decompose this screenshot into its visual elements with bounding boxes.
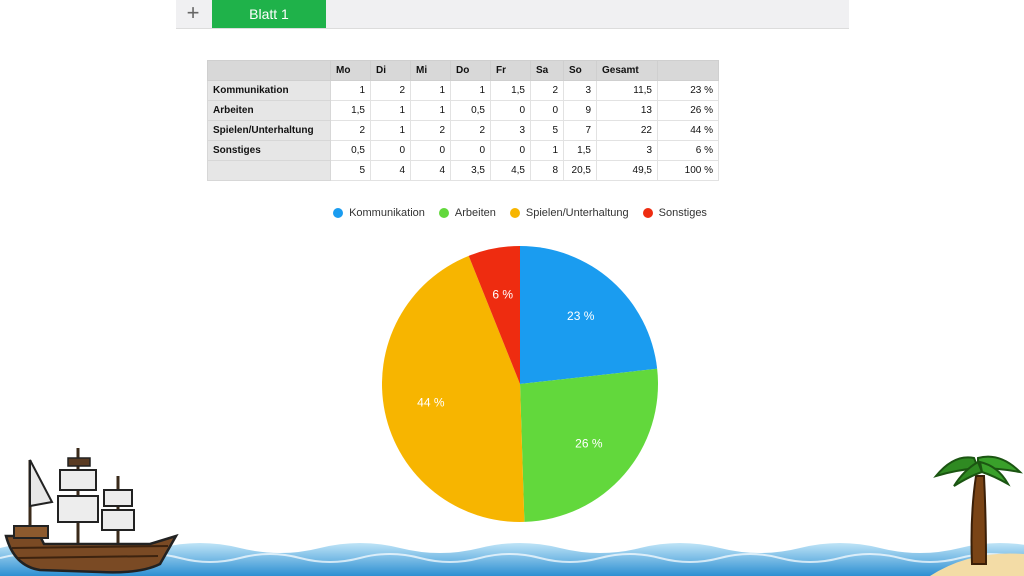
table-cell[interactable]: 0	[450, 140, 491, 161]
add-sheet-button[interactable]: +	[176, 0, 210, 28]
table-cell[interactable]: 0	[410, 140, 451, 161]
table-cell[interactable]: 2	[410, 120, 451, 141]
legend-item: Arbeiten	[438, 207, 496, 219]
sea-waves-icon	[0, 543, 1024, 576]
row-label[interactable]: Kommunikation	[207, 80, 331, 101]
table-cell[interactable]: 2	[450, 120, 491, 141]
plus-icon: +	[186, 0, 200, 25]
row-label[interactable]: Sonstiges	[207, 140, 331, 161]
table-cell[interactable]: 1	[410, 100, 451, 121]
legend-label: Arbeiten	[454, 207, 496, 219]
legend-label: Spielen/Unterhaltung	[525, 207, 629, 219]
pie-slice[interactable]	[468, 246, 520, 384]
row-label[interactable]	[207, 160, 331, 181]
table-cell[interactable]: 1	[330, 80, 371, 101]
table-row: Sonstiges 0,5 0 0 0 0 1 1,5 3 6 %	[207, 140, 719, 161]
table-cell[interactable]: 6 %	[657, 140, 719, 161]
table-cell[interactable]: 22	[596, 120, 658, 141]
legend-swatch	[333, 208, 344, 218]
legend-label: Sonstiges	[658, 207, 707, 219]
table-cell[interactable]: 0	[530, 100, 564, 121]
ship-icon	[4, 448, 179, 574]
table-body: Kommunikation 1 2 1 1 1,5 2 3 11,5 23 % Arbeiten 1,…	[207, 80, 719, 181]
column-header: Do	[450, 60, 491, 81]
table-cell[interactable]: 7	[563, 120, 597, 141]
table-cell[interactable]: 4	[410, 160, 451, 181]
table-row: Arbeiten 1,5 1 1 0,5 0 0 9 13 26 %	[207, 100, 719, 121]
table-row: 5 4 4 3,5 4,5 8 20,5 49,5 100 %	[207, 160, 719, 181]
table-cell[interactable]: 13	[596, 100, 658, 121]
table-cell[interactable]: 1	[370, 120, 411, 141]
table-row: Spielen/Unterhaltung 2 1 2 2 3 5 7 22 44 %	[207, 120, 719, 141]
table-cell[interactable]: 44 %	[657, 120, 719, 141]
table-cell[interactable]: 1,5	[563, 140, 597, 161]
table-cell[interactable]: 2	[370, 80, 411, 101]
pie-slice[interactable]	[520, 368, 658, 522]
table-cell[interactable]: 0,5	[330, 140, 371, 161]
table-cell[interactable]: 0	[490, 140, 531, 161]
column-header: Gesamt	[596, 60, 658, 81]
column-header: Sa	[530, 60, 564, 81]
table-cell[interactable]: 9	[563, 100, 597, 121]
pie-chart: 23 % 26 % 44 % 6 %	[382, 246, 658, 522]
table-cell[interactable]: 0	[370, 140, 411, 161]
legend-swatch	[642, 208, 653, 218]
palm-tree-icon	[933, 455, 1023, 565]
column-header	[207, 60, 331, 81]
column-header: So	[563, 60, 597, 81]
row-label[interactable]: Spielen/Unterhaltung	[207, 120, 331, 141]
table-cell[interactable]: 4,5	[490, 160, 531, 181]
sheet-tab-bar: + Blatt 1	[176, 0, 849, 29]
table-cell[interactable]: 1	[410, 80, 451, 101]
table-cell[interactable]: 4	[370, 160, 411, 181]
column-header: Mo	[330, 60, 371, 81]
table-cell[interactable]: 1	[370, 100, 411, 121]
header-row: Mo Di Mi Do Fr Sa So Gesamt	[207, 60, 719, 81]
table-cell[interactable]: 3	[490, 120, 531, 141]
slice-label: 23 %	[567, 309, 595, 323]
legend-item: Kommunikation	[333, 207, 425, 219]
table-cell[interactable]: 1,5	[490, 80, 531, 101]
table-cell[interactable]: 2	[530, 80, 564, 101]
slice-label: 6 %	[492, 288, 513, 302]
table-cell[interactable]: 20,5	[563, 160, 597, 181]
table-cell[interactable]: 26 %	[657, 100, 719, 121]
table-cell[interactable]: 49,5	[596, 160, 658, 181]
table-cell[interactable]: 5	[530, 120, 564, 141]
slice-label: 44 %	[417, 396, 445, 410]
table-cell[interactable]: 23 %	[657, 80, 719, 101]
chart-legend: Kommunikation Arbeiten Spielen/Unterhaltun…	[0, 207, 1024, 219]
table-cell[interactable]: 11,5	[596, 80, 658, 101]
table-cell[interactable]: 3	[563, 80, 597, 101]
table-cell[interactable]: 1	[530, 140, 564, 161]
column-header: Di	[370, 60, 411, 81]
pie-slice[interactable]	[382, 255, 525, 522]
table-row: Kommunikation 1 2 1 1 1,5 2 3 11,5 23 %	[207, 80, 719, 101]
table-cell[interactable]: 5	[330, 160, 371, 181]
sheet-tab-blatt-1[interactable]: Blatt 1	[212, 0, 326, 28]
table-cell[interactable]: 0,5	[450, 100, 491, 121]
table-cell[interactable]: 3	[596, 140, 658, 161]
row-label[interactable]: Arbeiten	[207, 100, 331, 121]
slice-label: 26 %	[575, 437, 603, 451]
data-table: Mo Di Mi Do Fr Sa So Gesamt Kommunikation 1 2 1 1 1,…	[207, 60, 719, 181]
table-cell[interactable]: 2	[330, 120, 371, 141]
table-cell[interactable]: 8	[530, 160, 564, 181]
legend-swatch	[438, 208, 449, 218]
legend-label: Kommunikation	[349, 207, 425, 219]
column-header: Fr	[490, 60, 531, 81]
table-header: Mo Di Mi Do Fr Sa So Gesamt	[207, 60, 719, 81]
table-cell[interactable]: 1,5	[330, 100, 371, 121]
pie-slice[interactable]	[520, 246, 658, 384]
table-cell[interactable]: 3,5	[450, 160, 491, 181]
legend-item: Sonstiges	[642, 207, 707, 219]
column-header	[657, 60, 719, 81]
table-cell[interactable]: 100 %	[657, 160, 719, 181]
column-header: Mi	[410, 60, 451, 81]
table-cell[interactable]: 1	[450, 80, 491, 101]
legend-item: Spielen/Unterhaltung	[509, 207, 629, 219]
legend-swatch	[509, 208, 520, 218]
table-cell[interactable]: 0	[490, 100, 531, 121]
